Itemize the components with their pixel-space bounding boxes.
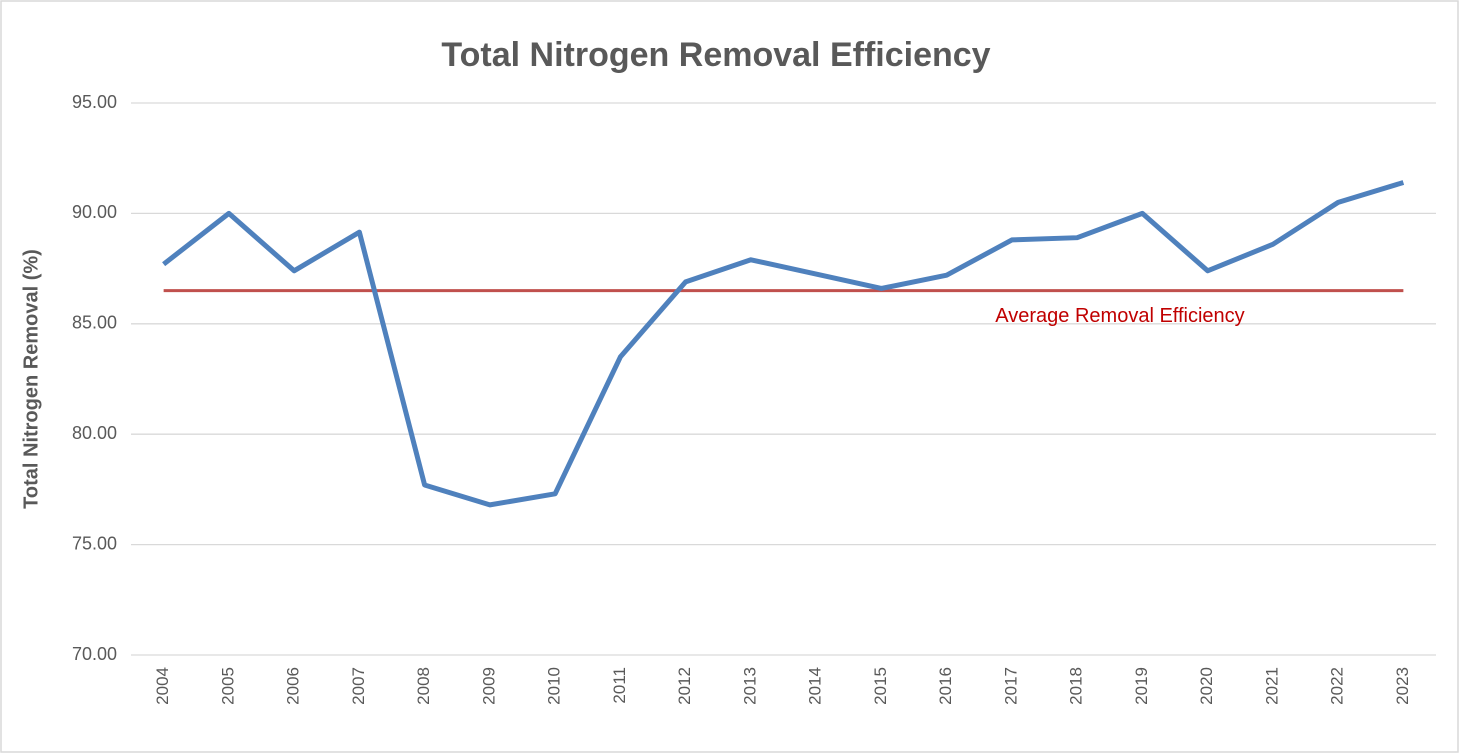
x-tick-label: 2009: [479, 667, 498, 705]
data-line: [162, 180, 1405, 508]
y-tick-label: 85.00: [72, 313, 117, 333]
x-tick-label: 2013: [740, 667, 759, 705]
x-tick-label: 2004: [153, 667, 172, 705]
x-tick-label: 2016: [936, 667, 955, 705]
x-tick-label: 2017: [1001, 667, 1020, 705]
y-tick-label: 80.00: [72, 423, 117, 443]
x-tick-label: 2005: [218, 667, 237, 705]
x-tick-label: 2015: [871, 667, 890, 705]
x-tick-label: 2018: [1067, 667, 1086, 705]
y-tick-label: 90.00: [72, 202, 117, 222]
x-tick-label: 2011: [610, 667, 629, 704]
x-tick-label: 2021: [1262, 667, 1281, 705]
x-tick-label: 2010: [545, 667, 564, 705]
y-axis-label: Total Nitrogen Removal (%): [20, 249, 42, 509]
y-tick-label: 95.00: [72, 92, 117, 112]
x-tick-label: 2006: [284, 667, 303, 705]
x-tick-label: 2022: [1328, 667, 1347, 705]
x-tick-label: 2008: [414, 667, 433, 705]
x-tick-label: 2019: [1132, 667, 1151, 705]
x-tick-label: 2020: [1197, 667, 1216, 705]
chart-title: Total Nitrogen Removal Efficiency: [441, 36, 990, 74]
reference-label: Average Removal Efficiency: [995, 305, 1244, 327]
y-tick-label: 70.00: [72, 644, 117, 664]
x-tick-label: 2014: [806, 667, 825, 705]
x-tick-label: 2012: [675, 667, 694, 705]
x-tick-label: 2023: [1393, 667, 1412, 705]
y-tick-label: 75.00: [72, 533, 117, 553]
x-tick-label: 2007: [349, 667, 368, 705]
